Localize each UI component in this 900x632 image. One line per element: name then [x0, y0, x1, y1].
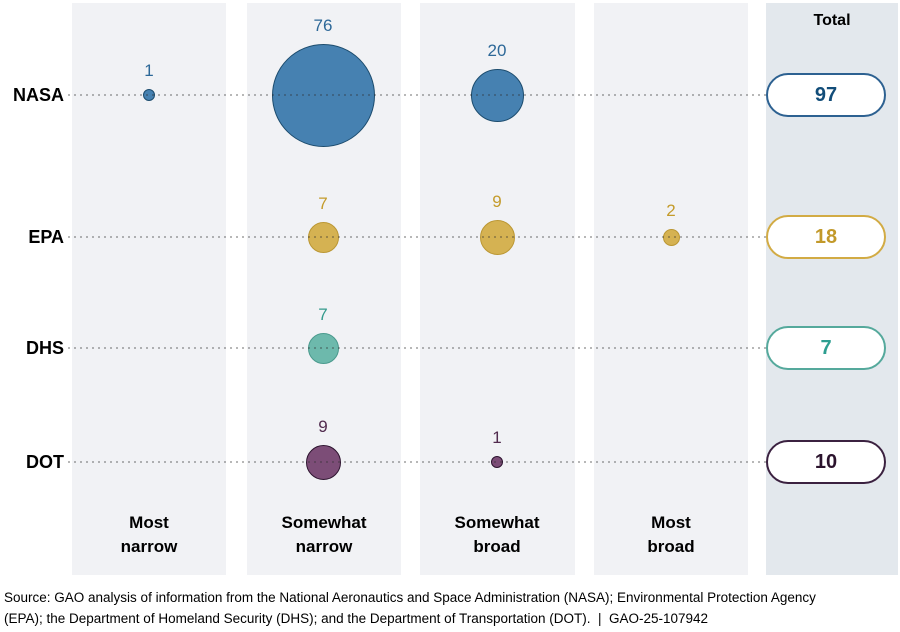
- row-label-epa: EPA: [28, 227, 64, 247]
- bubble-dot-somewhat-narrow: [305, 444, 341, 480]
- bubble-value-label: 76: [313, 16, 333, 35]
- leader-line-nasa: [68, 94, 766, 96]
- bubble-value-label: 20: [487, 41, 507, 60]
- category-label-somewhat-broad: Somewhat broad: [437, 511, 557, 559]
- bubble-value-label: 9: [492, 192, 502, 211]
- total-column-header: Total: [813, 12, 851, 29]
- bubble-epa-somewhat-narrow: [307, 221, 339, 253]
- bubble-value-label: 1: [144, 61, 154, 80]
- category-label-line: Most: [129, 513, 169, 532]
- total-pill-dhs: 7: [766, 326, 886, 370]
- bubble-value-label: 2: [666, 201, 676, 220]
- category-label-line: narrow: [295, 537, 353, 556]
- category-label-line: Somewhat: [454, 513, 540, 532]
- row-label-dhs: DHS: [25, 338, 64, 358]
- total-pill-epa: 18: [766, 215, 886, 259]
- bubble-value-label: 7: [318, 194, 328, 213]
- category-label-most-narrow: Most narrow: [89, 511, 209, 559]
- row-label-nasa: NASA: [12, 85, 64, 105]
- row-label-dot: DOT: [26, 452, 64, 472]
- category-label-most-broad: Most broad: [611, 511, 731, 559]
- total-pill-dot: 10: [766, 440, 886, 484]
- category-label-line: Somewhat: [281, 513, 367, 532]
- bubble-dot-somewhat-broad: [491, 456, 503, 468]
- category-label-line: broad: [473, 537, 521, 556]
- source-note: Source: GAO analysis of information from…: [4, 590, 820, 626]
- category-label-line: broad: [647, 537, 695, 556]
- bubble-value-label: 7: [318, 305, 328, 324]
- leader-line-epa: [68, 236, 766, 238]
- bubble-value-label: 9: [318, 417, 328, 436]
- bubble-epa-somewhat-broad: [479, 219, 515, 255]
- bubble-nasa-most-narrow: [143, 89, 155, 101]
- category-label-line: Most: [651, 513, 691, 532]
- category-label-somewhat-narrow: Somewhat narrow: [264, 511, 384, 559]
- bubble-nasa-somewhat-narrow: [271, 43, 375, 147]
- bubble-nasa-somewhat-broad: [470, 68, 524, 122]
- bubble-value-label: 1: [492, 428, 502, 447]
- bubble-dhs-somewhat-narrow: [307, 332, 339, 364]
- bubble-epa-most-broad: [662, 228, 680, 246]
- leader-line-dot: [68, 461, 766, 463]
- category-label-line: narrow: [120, 537, 178, 556]
- leader-line-dhs: [68, 347, 766, 349]
- total-pill-nasa: 97: [766, 73, 886, 117]
- category-band-most-broad: [594, 3, 748, 575]
